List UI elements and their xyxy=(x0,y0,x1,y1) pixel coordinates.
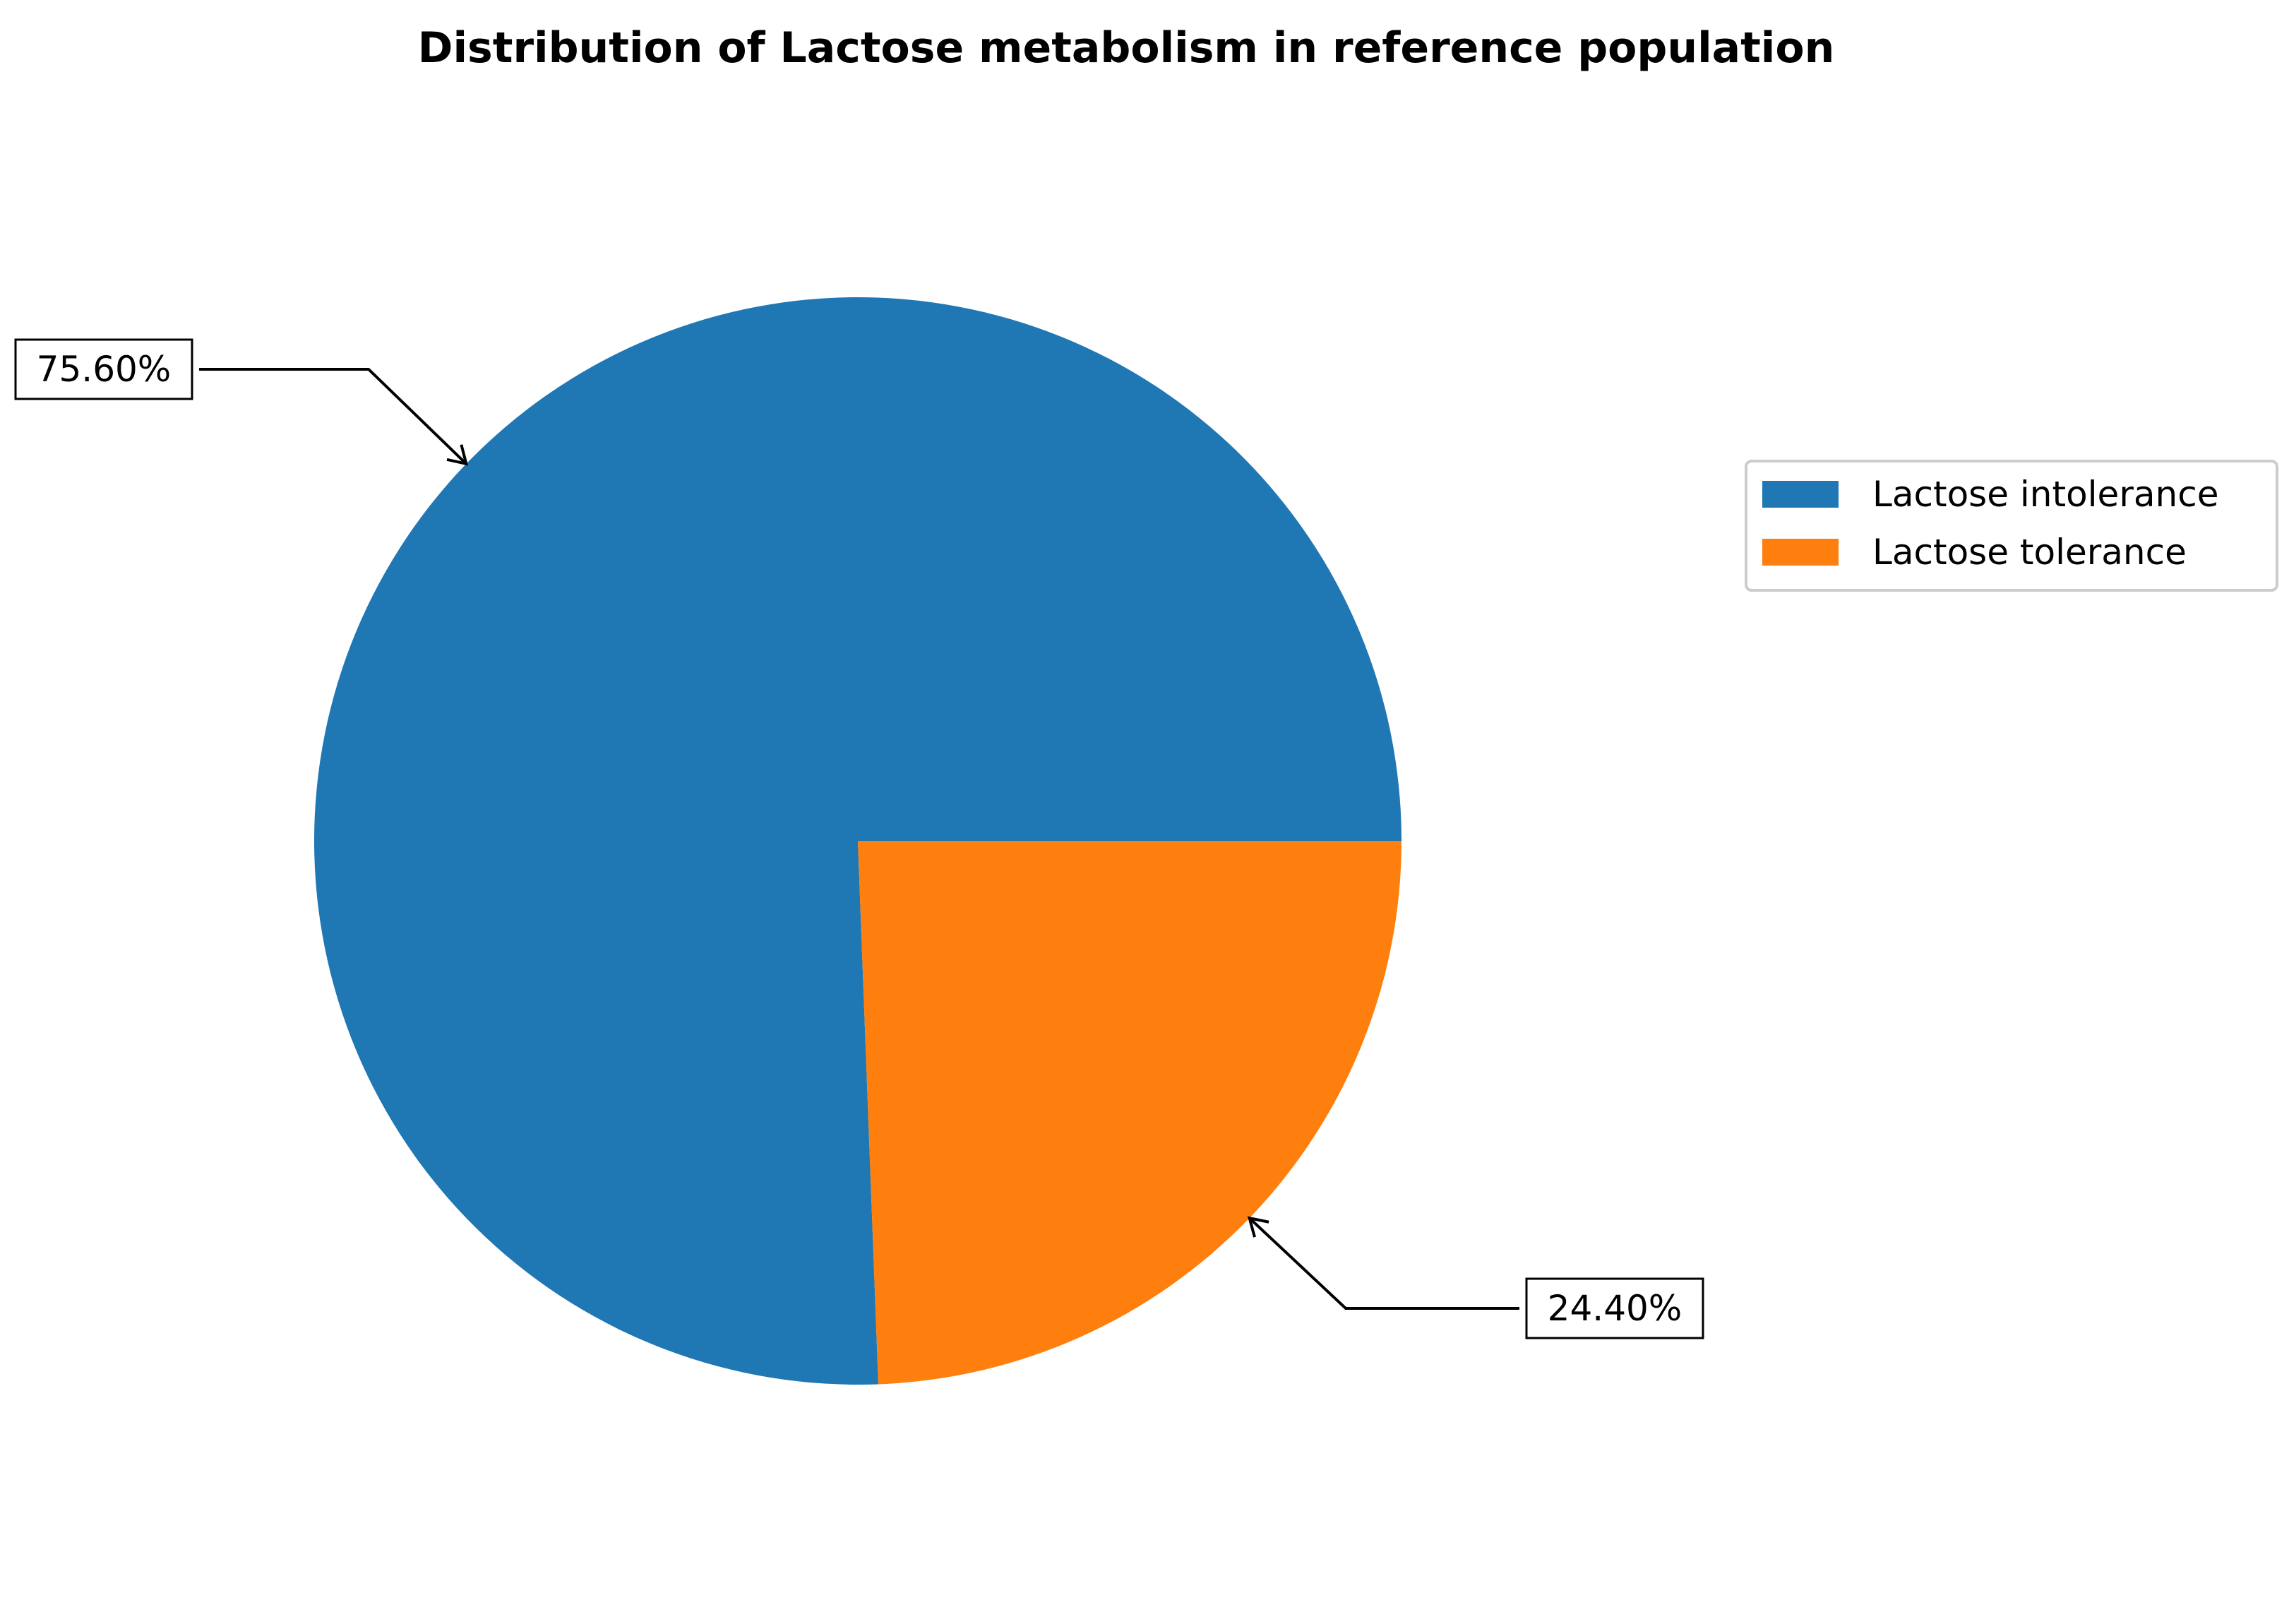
value-label-box-lactose-intolerance xyxy=(14,338,193,400)
legend-swatch-lactose-intolerance xyxy=(1762,481,1839,508)
legend: Lactose intolerance Lactose tolerance xyxy=(1745,460,2278,592)
callout-arrowhead-lactose-tolerance xyxy=(1247,1216,1269,1238)
pie-slice-lactose-tolerance xyxy=(858,841,1402,1385)
chart-title: Distribution of Lactose metabolism in re… xyxy=(418,23,1835,73)
callout-arrowhead-lactose-intolerance xyxy=(446,444,469,466)
legend-swatch-lactose-tolerance xyxy=(1762,539,1839,566)
callout-line-lactose-tolerance xyxy=(1248,1217,1519,1310)
legend-label-lactose-tolerance: Lactose tolerance xyxy=(1872,532,2187,573)
callout-line-lactose-intolerance xyxy=(199,368,467,465)
legend-frame xyxy=(1745,460,2278,592)
legend-label-lactose-intolerance: Lactose intolerance xyxy=(1872,474,2218,515)
pie-callouts: 75.60% 24.40% xyxy=(14,338,1704,1339)
value-label-box-lactose-tolerance xyxy=(1525,1277,1704,1339)
value-label-lactose-tolerance: 24.40% xyxy=(1548,1288,1683,1329)
value-label-lactose-intolerance: 75.60% xyxy=(37,349,172,390)
pie-slices xyxy=(314,297,1402,1385)
